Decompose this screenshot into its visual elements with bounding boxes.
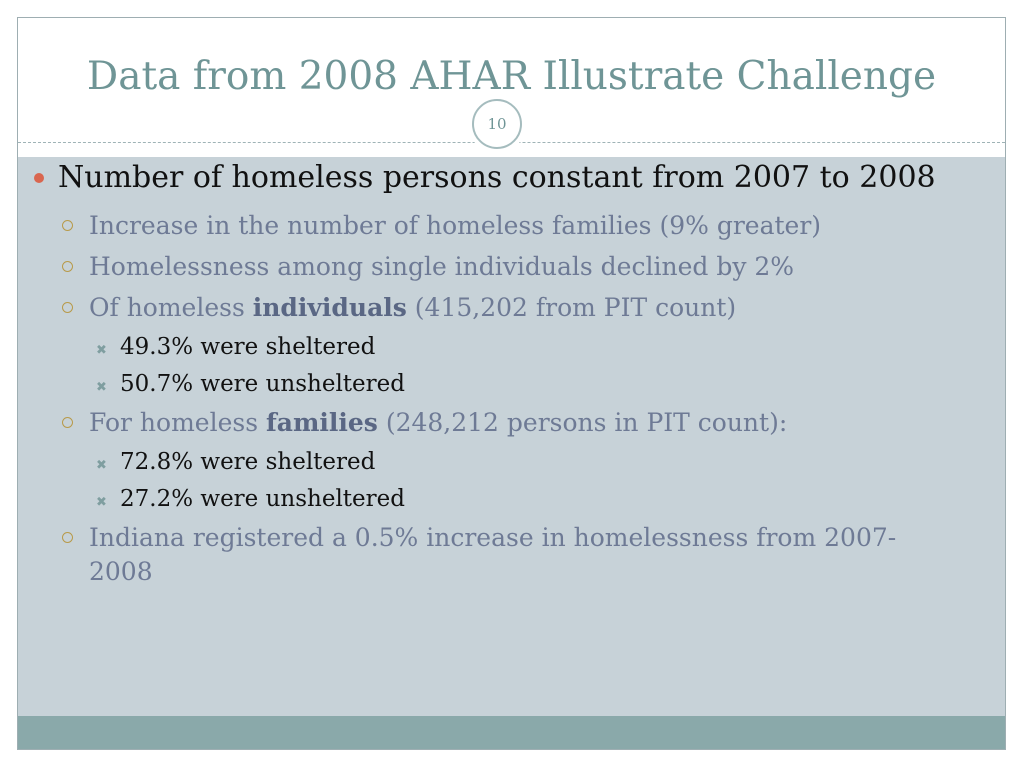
sub-bullet-text: Indiana registered a 0.5% increase in ho… (89, 523, 897, 586)
sub-sub-bullet-text: 49.3% were sheltered (120, 334, 376, 360)
hollow-circle-bullet-icon (62, 532, 73, 543)
sub-sub-bullet-item: ✖ 49.3% were sheltered (34, 332, 954, 362)
sub-bullet-text-bold: individuals (252, 293, 407, 322)
sub-sub-bullet-item: ✖ 50.7% were unsheltered (34, 369, 954, 399)
main-bullet-item: Number of homeless persons constant from… (34, 160, 954, 195)
filled-circle-bullet-icon (34, 173, 44, 183)
bottom-bar (18, 716, 1005, 749)
cross-star-bullet-icon: ✖ (96, 458, 107, 473)
sub-sub-bullet-text: 72.8% were sheltered (120, 449, 376, 475)
sub-bullet-text: Increase in the number of homeless famil… (89, 211, 822, 240)
cross-star-bullet-icon: ✖ (96, 380, 107, 395)
cross-star-bullet-icon: ✖ (96, 343, 107, 358)
sub-sub-bullet-text: 27.2% were unsheltered (120, 486, 405, 512)
hollow-circle-bullet-icon (62, 220, 73, 231)
sub-bullet-text-pre: Of homeless (89, 293, 253, 322)
cross-star-bullet-icon: ✖ (96, 495, 107, 510)
sub-bullet-item: Homelessness among single individuals de… (34, 250, 954, 284)
content-area (18, 157, 1005, 716)
slide-body: Number of homeless persons constant from… (34, 160, 954, 596)
hollow-circle-bullet-icon (62, 261, 73, 272)
sub-bullet-text: Homelessness among single individuals de… (89, 252, 795, 281)
slide-title: Data from 2008 AHAR Illustrate Challenge (86, 54, 937, 99)
sub-bullet-text-post: (248,212 persons in PIT count): (377, 408, 788, 437)
sub-bullet-text-bold: families (265, 408, 378, 437)
sub-sub-bullet-item: ✖ 72.8% were sheltered (34, 447, 954, 477)
sub-bullet-item: Increase in the number of homeless famil… (34, 209, 954, 243)
main-bullet-text: Number of homeless persons constant from… (58, 160, 936, 195)
slide-number-badge: 10 (472, 99, 522, 149)
hollow-circle-bullet-icon (62, 302, 73, 313)
sub-sub-bullet-item: ✖ 27.2% were unsheltered (34, 484, 954, 514)
sub-bullet-text-post: (415,202 from PIT count) (406, 293, 737, 322)
sub-bullet-text-pre: For homeless (89, 408, 266, 437)
sub-bullet-item: Indiana registered a 0.5% increase in ho… (34, 521, 954, 589)
sub-bullet-item: For homeless families (248,212 persons i… (34, 406, 954, 440)
hollow-circle-bullet-icon (62, 417, 73, 428)
sub-sub-bullet-text: 50.7% were unsheltered (120, 371, 405, 397)
sub-bullet-item: Of homeless individuals (415,202 from PI… (34, 291, 954, 325)
